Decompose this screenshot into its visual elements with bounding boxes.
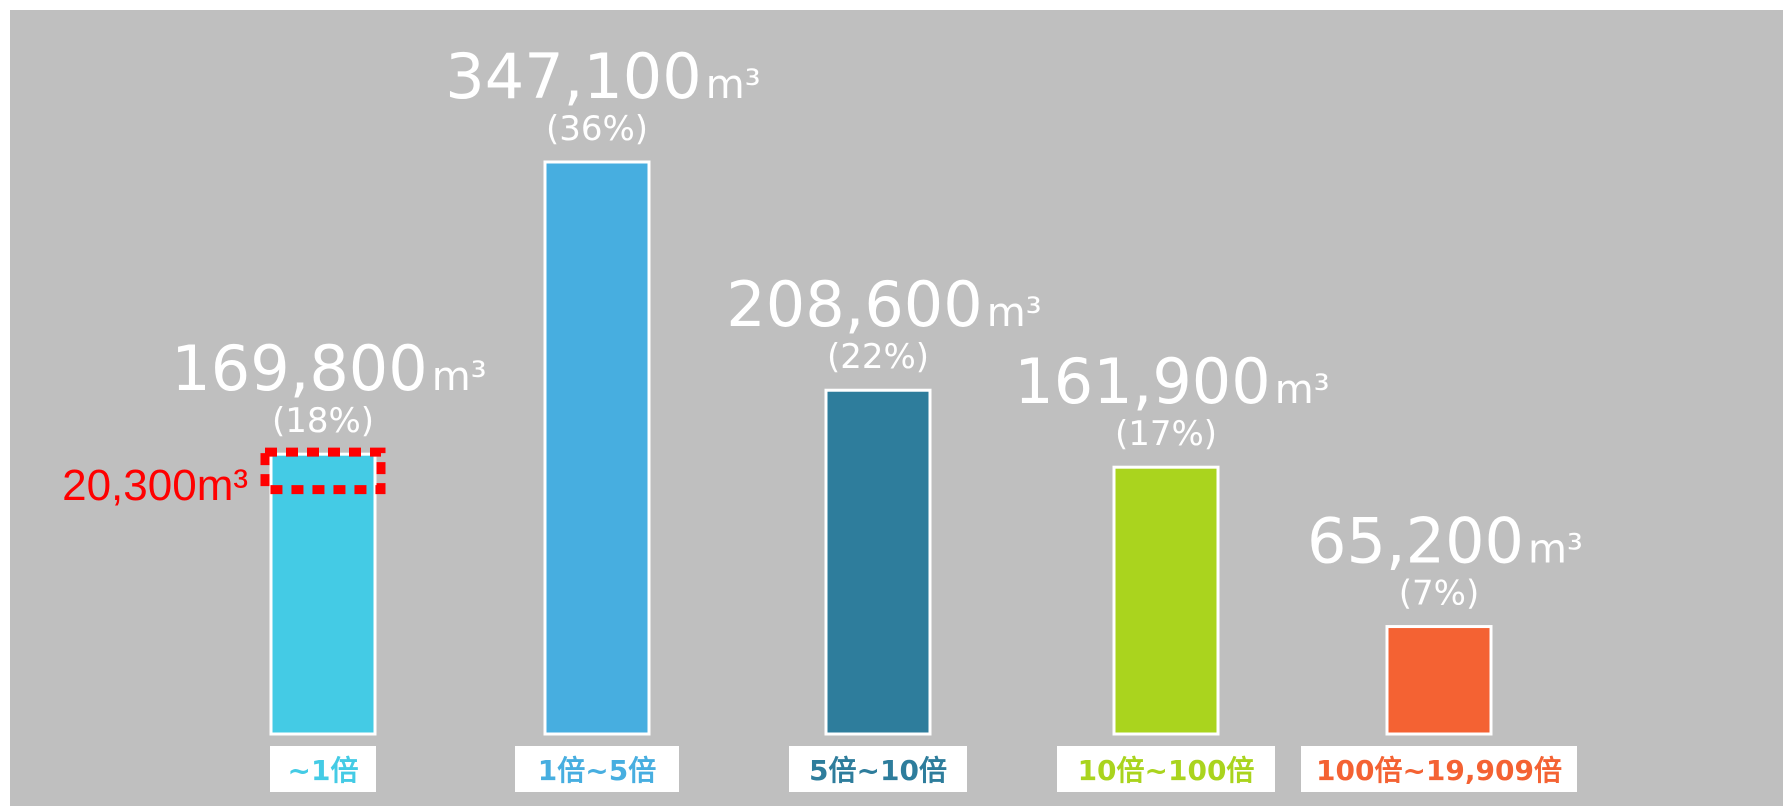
category-label-box [789, 746, 967, 792]
bar [1385, 625, 1493, 736]
category-label: 1倍~5倍 [538, 754, 656, 787]
value-label: 65,200 m³ [1307, 505, 1583, 578]
category-label: 100倍~19,909倍 [1316, 754, 1562, 787]
bar [1112, 465, 1220, 736]
category-label-box [1057, 746, 1275, 792]
highlight-box [260, 447, 386, 495]
percent-label: (22%) [827, 337, 929, 377]
percent-label: (17%) [1115, 414, 1217, 454]
category-label: 10倍~100倍 [1078, 754, 1255, 787]
category-label: ~1倍 [288, 754, 359, 787]
value-label: 169,800 m³ [171, 332, 486, 405]
category-label-box [270, 746, 376, 792]
category-label-box [1301, 746, 1577, 792]
bar [269, 452, 377, 736]
percent-label: (36%) [546, 109, 648, 149]
value-label: 208,600 m³ [726, 268, 1041, 341]
value-label: 347,100 m³ [445, 40, 760, 113]
percent-label: (18%) [272, 401, 374, 441]
category-label-box [515, 746, 679, 792]
value-label: 161,900 m³ [1014, 345, 1329, 418]
bar [824, 388, 932, 736]
bar [543, 160, 651, 736]
annotation-label: 20,300m³ [62, 461, 248, 510]
category-label: 5倍~10倍 [809, 754, 947, 787]
percent-label: (7%) [1399, 574, 1479, 614]
